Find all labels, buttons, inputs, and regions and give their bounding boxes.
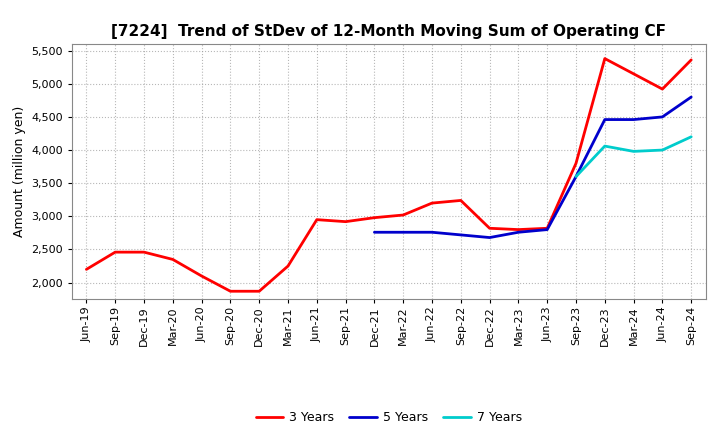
3 Years: [399, 213, 408, 218]
7 Years: [658, 147, 667, 153]
3 Years: [572, 161, 580, 166]
3 Years: [629, 71, 638, 77]
3 Years: [168, 257, 177, 262]
5 Years: [572, 174, 580, 179]
5 Years: [658, 114, 667, 120]
3 Years: [312, 217, 321, 222]
3 Years: [341, 219, 350, 224]
Line: 7 Years: 7 Years: [576, 137, 691, 176]
3 Years: [284, 264, 292, 269]
5 Years: [399, 230, 408, 235]
5 Years: [456, 232, 465, 238]
3 Years: [370, 215, 379, 220]
Line: 3 Years: 3 Years: [86, 59, 691, 291]
3 Years: [543, 226, 552, 231]
5 Years: [687, 95, 696, 100]
Title: [7224]  Trend of StDev of 12-Month Moving Sum of Operating CF: [7224] Trend of StDev of 12-Month Moving…: [112, 24, 666, 39]
3 Years: [197, 273, 206, 279]
5 Years: [629, 117, 638, 122]
3 Years: [428, 201, 436, 206]
3 Years: [658, 86, 667, 92]
3 Years: [226, 289, 235, 294]
3 Years: [140, 249, 148, 255]
7 Years: [629, 149, 638, 154]
Y-axis label: Amount (million yen): Amount (million yen): [13, 106, 26, 237]
3 Years: [485, 226, 494, 231]
3 Years: [111, 249, 120, 255]
5 Years: [370, 230, 379, 235]
7 Years: [600, 143, 609, 149]
5 Years: [428, 230, 436, 235]
5 Years: [485, 235, 494, 240]
5 Years: [600, 117, 609, 122]
3 Years: [514, 227, 523, 232]
5 Years: [543, 227, 552, 232]
7 Years: [687, 134, 696, 139]
3 Years: [687, 57, 696, 62]
3 Years: [255, 289, 264, 294]
Line: 5 Years: 5 Years: [374, 97, 691, 238]
3 Years: [600, 56, 609, 61]
7 Years: [572, 174, 580, 179]
3 Years: [82, 267, 91, 272]
3 Years: [456, 198, 465, 203]
Legend: 3 Years, 5 Years, 7 Years: 3 Years, 5 Years, 7 Years: [251, 407, 527, 429]
5 Years: [514, 230, 523, 235]
